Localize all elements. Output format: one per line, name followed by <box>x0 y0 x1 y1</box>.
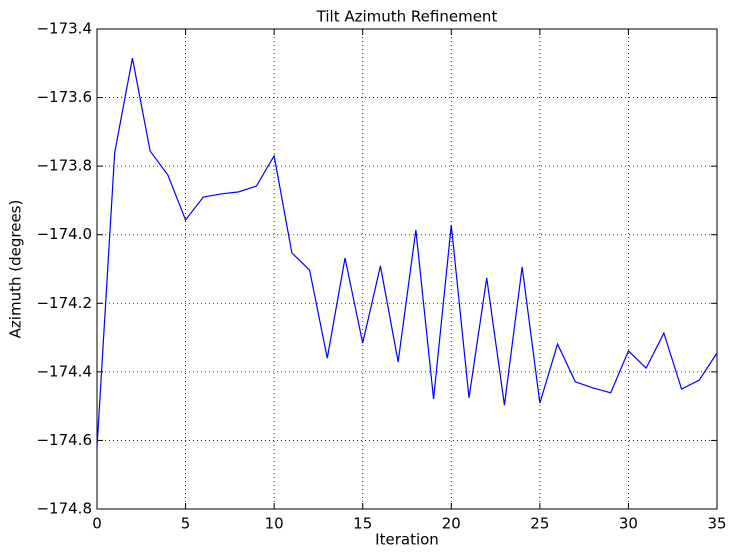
x-tick-label: 0 <box>92 515 102 533</box>
y-tick-label: −173.4 <box>36 20 92 38</box>
x-tick-label: 10 <box>265 515 284 533</box>
x-tick-label: 30 <box>619 515 638 533</box>
y-axis-label: Azimuth (degrees) <box>7 200 25 339</box>
data-line <box>96 58 718 448</box>
x-tick-label: 5 <box>181 515 191 533</box>
y-tick-label: −174.2 <box>36 294 92 312</box>
y-tick-label: −173.6 <box>36 88 92 106</box>
y-tick-label: −173.8 <box>36 157 92 175</box>
x-tick-label: 15 <box>353 515 372 533</box>
chart-title: Tilt Azimuth Refinement <box>316 8 498 26</box>
x-tick-label: 20 <box>442 515 461 533</box>
y-tick-label: −174.4 <box>36 362 92 380</box>
y-tick-label: −174.6 <box>36 431 92 449</box>
plot-frame <box>96 28 718 510</box>
x-axis-label: Iteration <box>375 531 439 549</box>
y-tick-label: −174.0 <box>36 225 92 243</box>
x-tick-label: 35 <box>707 515 726 533</box>
y-tick-label: −174.8 <box>36 500 92 518</box>
x-tick-label: 25 <box>530 515 549 533</box>
